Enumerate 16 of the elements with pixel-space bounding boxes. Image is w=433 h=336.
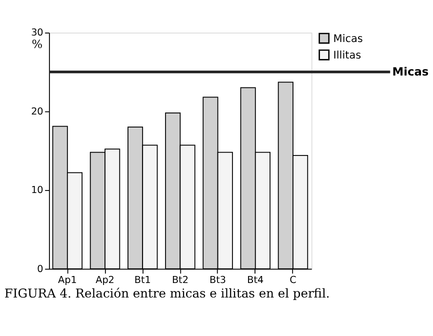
x-tick-label: Ap2 <box>96 275 114 286</box>
ref-line-label: Micas <box>392 64 429 78</box>
y-tick-label: 0 <box>37 264 44 275</box>
x-tick-label: Bt2 <box>172 275 188 286</box>
y-tick-label: 20 <box>31 106 44 118</box>
legend-label: Illitas <box>333 49 362 62</box>
x-tick-label: C <box>290 275 297 286</box>
x-tick-label: Bt3 <box>210 275 226 286</box>
y-axis-title: % <box>32 36 43 51</box>
text: FIGURA 4. Relación entre micas e illitas en el perfil. <box>4 286 330 301</box>
x-tick-label: Ap1 <box>58 275 77 286</box>
y-tick-label: 10 <box>31 185 44 196</box>
x-tick-label: Bt1 <box>134 275 151 286</box>
legend-label: Micas <box>333 32 363 45</box>
y-tick-label: 30 <box>31 28 44 39</box>
x-tick-label: Bt4 <box>247 275 264 286</box>
